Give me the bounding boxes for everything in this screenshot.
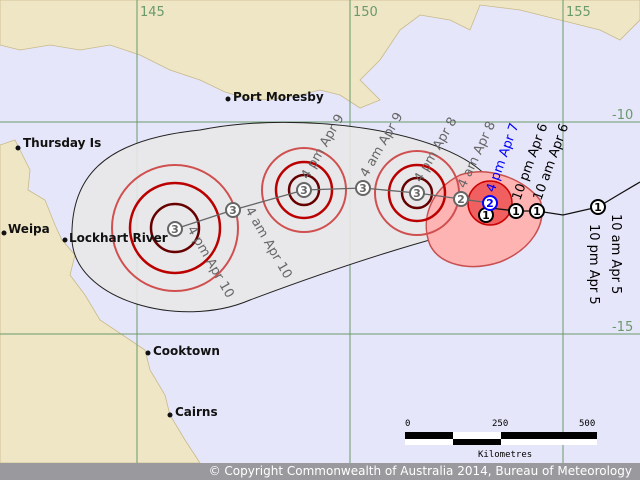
place-label: Cairns <box>175 405 218 419</box>
category-label: 3 <box>171 223 179 236</box>
category-label: 3 <box>300 184 308 197</box>
track-point-forecast <box>225 202 241 218</box>
category-label: 3 <box>413 187 421 200</box>
lon-label: 155 <box>566 5 591 20</box>
category-label: 1 <box>594 201 602 214</box>
forecast-uncertainty-area <box>71 121 501 313</box>
track-point-forecast <box>167 221 183 237</box>
lon-label: 145 <box>140 5 165 20</box>
track-time-label: 10 am Apr 5 <box>608 214 623 294</box>
place-label: Weipa <box>8 222 50 236</box>
category-label: 2 <box>486 197 494 210</box>
copyright-bar: © Copyright Commonwealth of Australia 20… <box>0 463 640 480</box>
lat-label: -15 <box>612 320 633 335</box>
track-point-forecast <box>355 180 371 196</box>
track-point-current <box>482 195 498 211</box>
svg-text:0: 0 <box>405 419 410 429</box>
copyright-text: © Copyright Commonwealth of Australia 20… <box>208 464 632 478</box>
track-point-past <box>508 203 524 219</box>
category-label: 2 <box>457 193 465 206</box>
track-point-forecast <box>409 185 425 201</box>
place-label: Port Moresby <box>233 90 324 104</box>
lat-label: -10 <box>612 108 633 123</box>
track-point-past <box>529 203 545 219</box>
category-label: 1 <box>512 205 520 218</box>
track-point-past <box>590 199 606 215</box>
place-label: Lockhart River <box>69 231 168 245</box>
place-label: Cooktown <box>153 344 220 358</box>
land-cape-york <box>0 139 201 463</box>
track-point-forecast <box>296 182 312 198</box>
category-label: 1 <box>533 205 541 218</box>
svg-text:500: 500 <box>579 419 595 429</box>
category-label: 1 <box>482 209 490 222</box>
category-label: 3 <box>229 204 237 217</box>
svg-text:250: 250 <box>492 419 508 429</box>
category-label: 3 <box>359 182 367 195</box>
lon-label: 150 <box>353 5 378 20</box>
track-point-forecast <box>453 191 469 207</box>
scale-bar: 0 250 500 Kilometres <box>405 419 597 460</box>
place-label: Thursday Is <box>23 136 101 150</box>
track-time-label: 10 pm Apr 5 <box>586 224 601 305</box>
svg-text:Kilometres: Kilometres <box>478 450 532 460</box>
land-png <box>0 0 640 109</box>
cyclone-track-map: 145 150 155 -10 -15 1 10 am Apr 5 10 pm Ap… <box>0 0 640 463</box>
wind-rings <box>111 147 460 292</box>
